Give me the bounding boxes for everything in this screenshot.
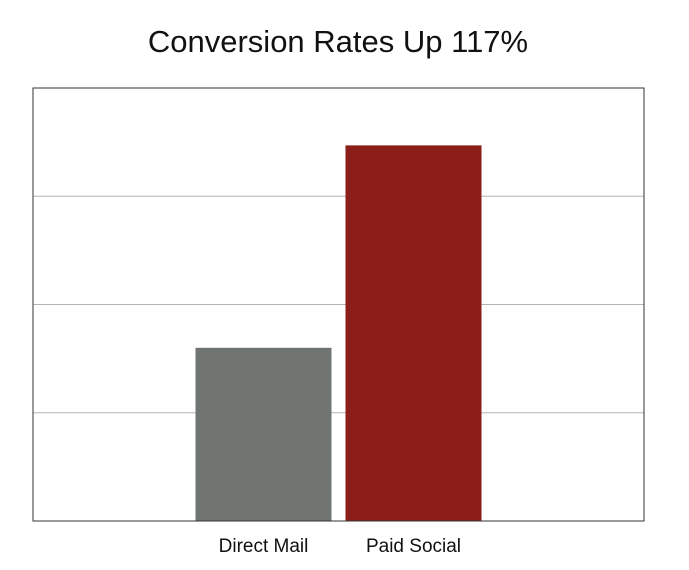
- x-tick-label: Paid Social: [366, 536, 461, 557]
- chart-title: Conversion Rates Up 117%: [148, 24, 528, 59]
- bar: [345, 145, 482, 521]
- plot-frame: [32, 87, 645, 522]
- plot-area: [33, 87, 644, 522]
- bar: [195, 347, 332, 521]
- x-tick-label: Direct Mail: [219, 536, 309, 557]
